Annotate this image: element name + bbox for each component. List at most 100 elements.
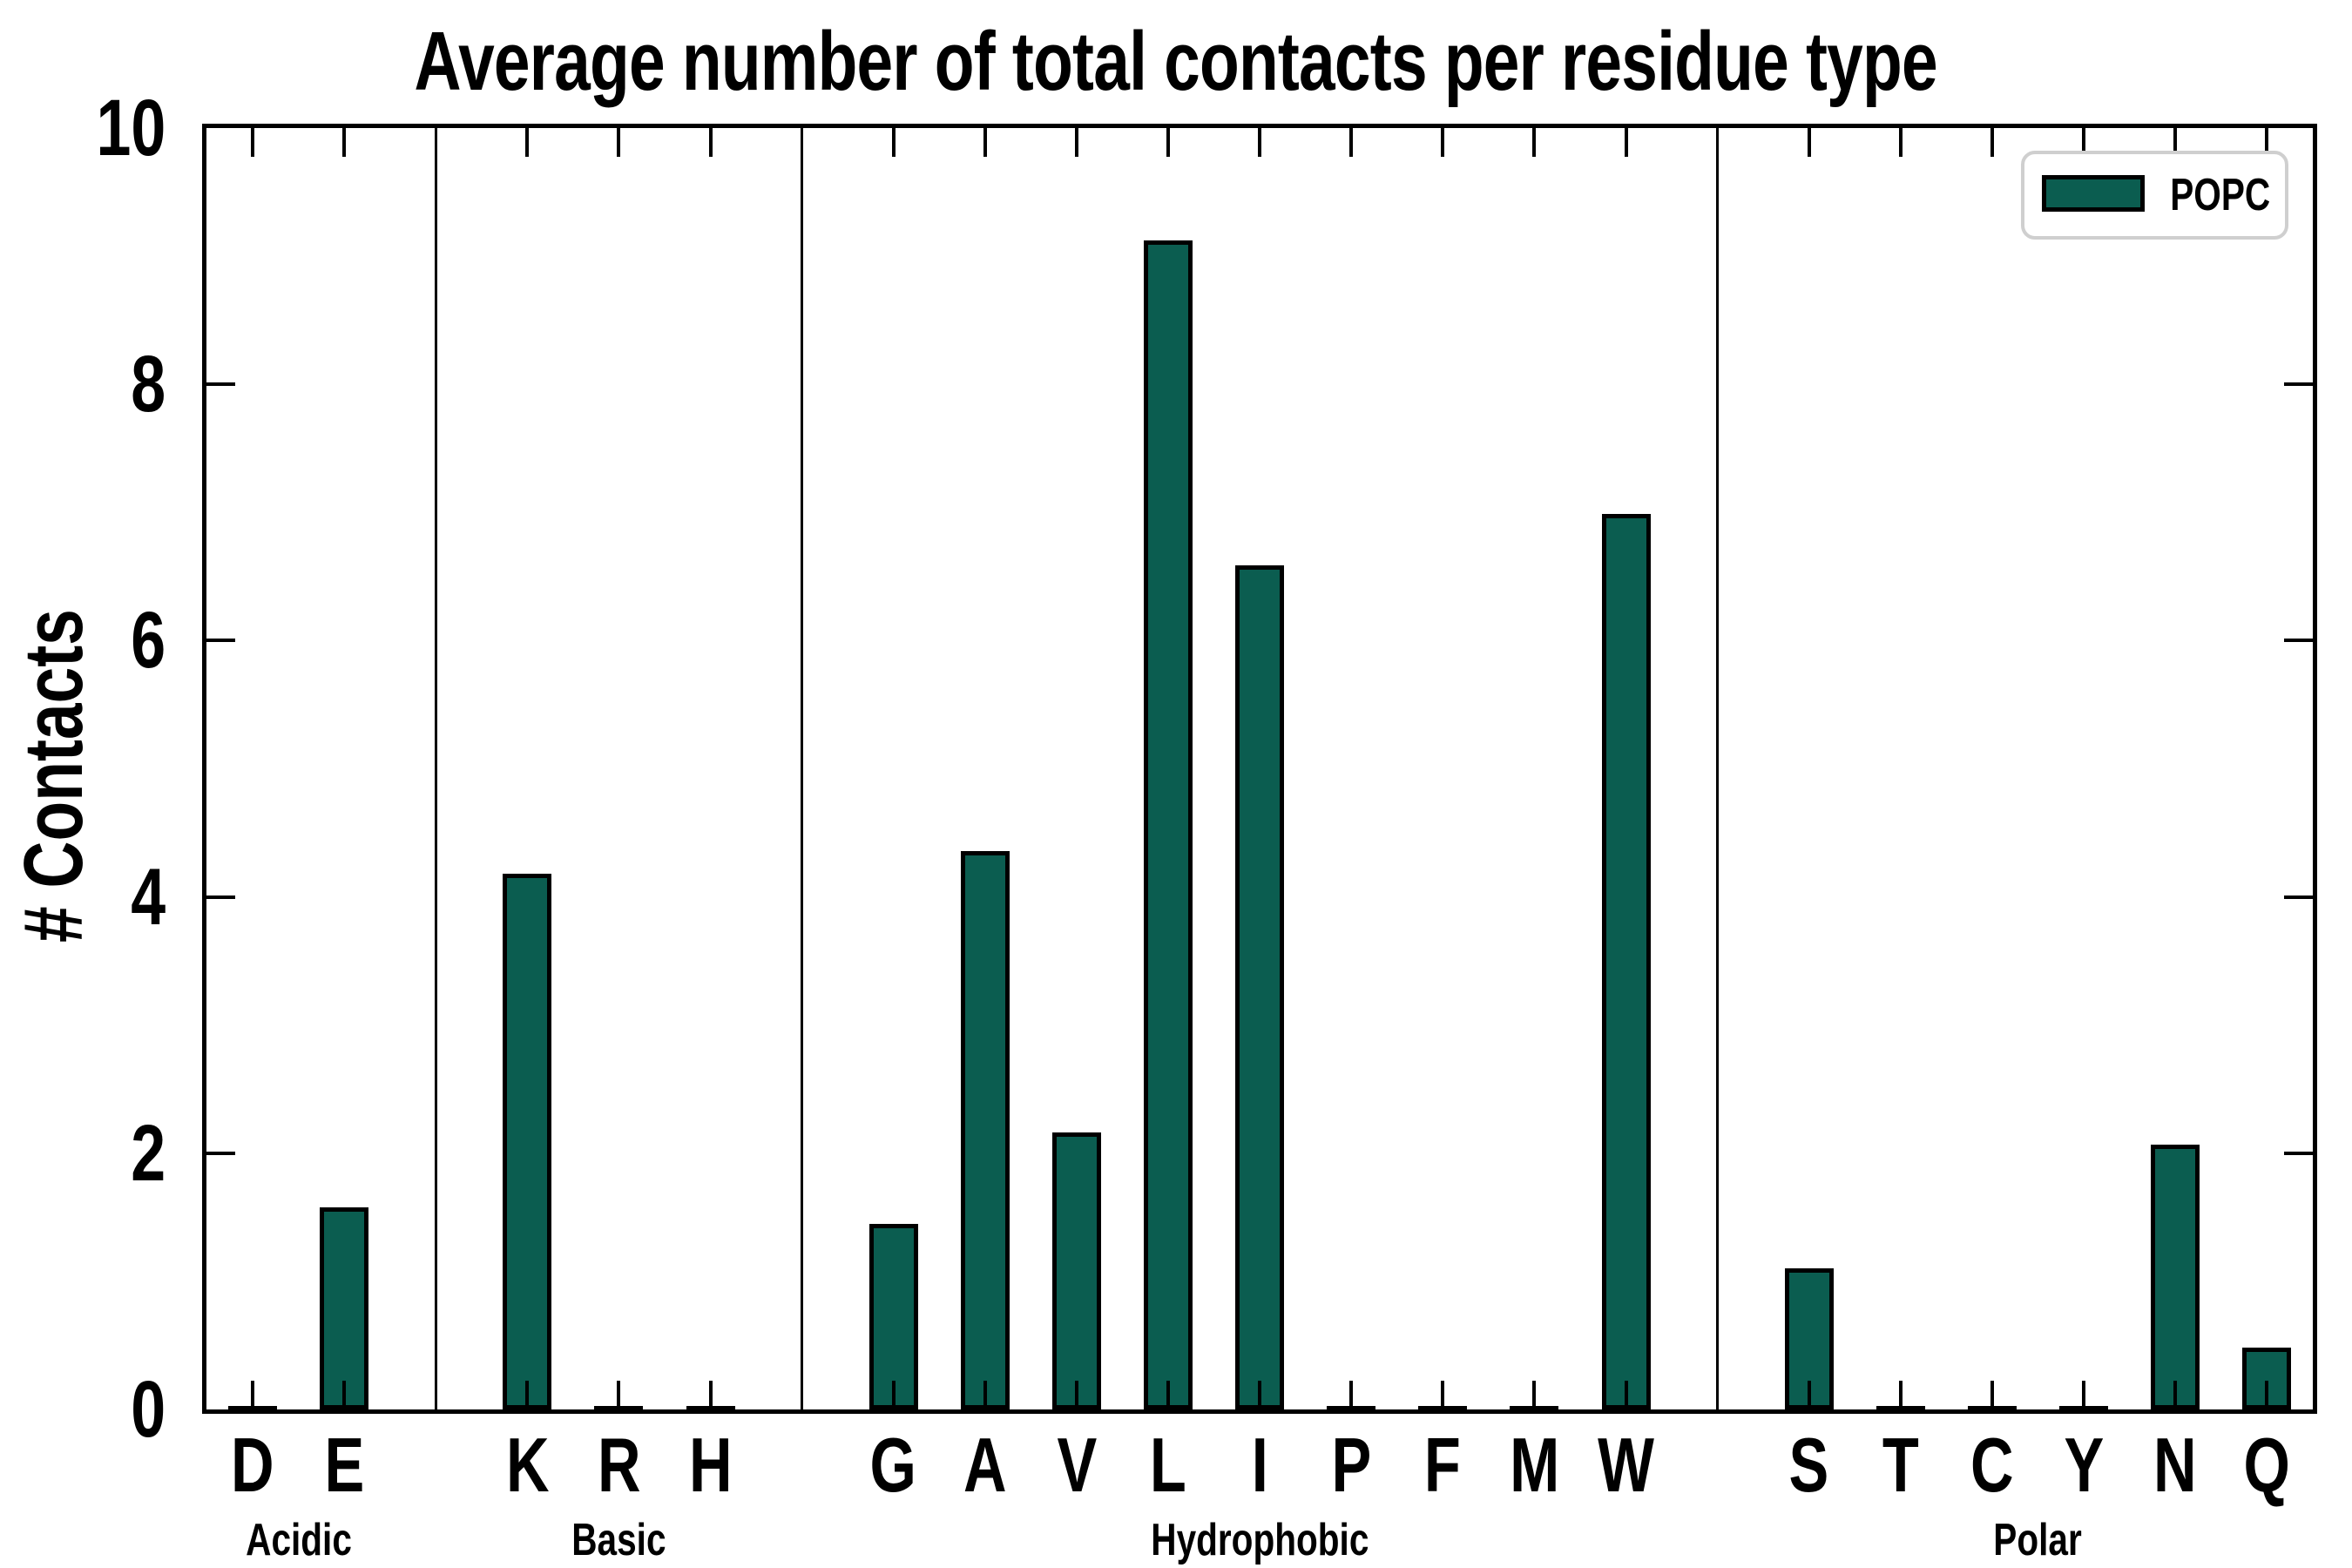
x-tick-top-T	[1898, 128, 1903, 157]
group-label-acidic: Acidic	[81, 1517, 517, 1563]
x-tick-top-A	[983, 128, 987, 157]
x-tick-bottom-G	[891, 1381, 896, 1409]
x-tick-label-text: D	[231, 1422, 274, 1508]
y-tick-label-text: 4	[131, 852, 166, 942]
x-tick-top-N	[2173, 128, 2178, 157]
bar-E	[320, 1206, 369, 1409]
x-tick-label-N: N	[2105, 1427, 2245, 1504]
bar-L	[1144, 240, 1193, 1409]
y-tick-label-2: 2	[9, 1113, 166, 1193]
x-tick-label-text: M	[1509, 1422, 1559, 1508]
x-tick-top-R	[617, 128, 621, 157]
y-tick-left-2	[206, 1151, 235, 1155]
x-tick-top-F	[1441, 128, 1445, 157]
x-tick-label-F: F	[1373, 1427, 1512, 1504]
x-tick-label-text: A	[963, 1422, 1007, 1508]
x-tick-label-G: G	[824, 1427, 963, 1504]
group-divider-0	[434, 128, 437, 1409]
y-tick-right-6	[2284, 639, 2313, 643]
y-tick-left-6	[206, 639, 235, 643]
x-tick-label-E: E	[274, 1427, 414, 1504]
x-tick-bottom-T	[1898, 1381, 1903, 1409]
x-tick-top-V	[1074, 128, 1078, 157]
bar-N	[2151, 1144, 2200, 1409]
x-tick-label-text: G	[869, 1422, 917, 1508]
x-tick-bottom-N	[2173, 1381, 2178, 1409]
y-tick-label-text: 0	[131, 1365, 166, 1454]
x-tick-label-text: E	[324, 1422, 364, 1508]
x-tick-label-Y: Y	[2014, 1427, 2153, 1504]
x-tick-bottom-L	[1166, 1381, 1170, 1409]
bar-W	[1601, 513, 1651, 1409]
y-tick-label-6: 6	[9, 600, 166, 680]
y-tick-label-8: 8	[9, 344, 166, 424]
x-tick-label-text: C	[1970, 1422, 2014, 1508]
x-tick-label-text: V	[1056, 1422, 1097, 1508]
x-tick-bottom-K	[525, 1381, 530, 1409]
x-tick-label-L: L	[1098, 1427, 1238, 1504]
x-tick-label-text: T	[1882, 1422, 1919, 1508]
plot-area	[202, 124, 2317, 1414]
x-tick-top-C	[1990, 128, 1994, 157]
y-tick-label-4: 4	[9, 857, 166, 937]
x-tick-top-P	[1349, 128, 1354, 157]
y-tick-label-0: 0	[9, 1369, 166, 1450]
x-tick-label-R: R	[549, 1427, 688, 1504]
legend-label: POPC	[2164, 154, 2277, 236]
group-label-text: Hydrophobic	[1151, 1515, 1369, 1565]
group-label-text: Acidic	[245, 1515, 352, 1565]
x-tick-label-text: Q	[2243, 1422, 2290, 1508]
x-tick-label-text: H	[688, 1422, 733, 1508]
bar-V	[1051, 1132, 1101, 1409]
x-tick-label-text: P	[1331, 1422, 1372, 1508]
legend-swatch	[2042, 175, 2145, 212]
group-label-text: Basic	[571, 1515, 666, 1565]
x-tick-top-Q	[2265, 128, 2269, 157]
group-divider-1	[801, 128, 804, 1409]
x-tick-top-E	[342, 128, 347, 157]
x-tick-label-I: I	[1190, 1427, 1329, 1504]
x-tick-top-L	[1166, 128, 1170, 157]
y-tick-label-text: 6	[131, 596, 166, 686]
group-label-basic: Basic	[401, 1517, 836, 1563]
x-tick-bottom-M	[1532, 1381, 1537, 1409]
y-tick-right-2	[2284, 1151, 2313, 1155]
x-tick-top-I	[1258, 128, 1262, 157]
x-tick-label-W: W	[1557, 1427, 1696, 1504]
x-tick-bottom-E	[342, 1381, 347, 1409]
x-tick-label-text: Y	[2064, 1422, 2104, 1508]
chart-title-text: Average number of total contacts per res…	[414, 15, 1938, 108]
x-tick-top-K	[525, 128, 530, 157]
x-tick-label-P: P	[1281, 1427, 1421, 1504]
x-tick-top-W	[1624, 128, 1628, 157]
legend: POPC	[2021, 151, 2288, 240]
x-tick-label-text: N	[2153, 1422, 2197, 1508]
x-tick-top-G	[891, 128, 896, 157]
x-tick-bottom-D	[251, 1381, 254, 1409]
x-tick-bottom-P	[1349, 1381, 1354, 1409]
x-tick-bottom-R	[617, 1381, 621, 1409]
x-tick-label-K: K	[457, 1427, 597, 1504]
group-label-text: Polar	[1993, 1515, 2083, 1565]
bar-A	[960, 850, 1010, 1409]
x-tick-bottom-Y	[2082, 1381, 2085, 1409]
x-tick-top-Y	[2082, 128, 2085, 157]
x-tick-top-S	[1807, 128, 1811, 157]
x-tick-bottom-Q	[2265, 1381, 2269, 1409]
x-tick-label-text: W	[1598, 1422, 1654, 1508]
x-tick-label-H: H	[641, 1427, 781, 1504]
x-tick-label-S: S	[1740, 1427, 1879, 1504]
bar-S	[1784, 1268, 1834, 1409]
x-tick-label-text: F	[1424, 1422, 1462, 1508]
y-tick-label-text: 2	[131, 1108, 166, 1198]
x-tick-label-text: S	[1788, 1422, 1829, 1508]
x-tick-label-A: A	[916, 1427, 1055, 1504]
x-tick-bottom-V	[1074, 1381, 1078, 1409]
x-tick-top-M	[1532, 128, 1537, 157]
x-tick-label-T: T	[1831, 1427, 1970, 1504]
x-tick-bottom-I	[1258, 1381, 1262, 1409]
x-tick-label-M: M	[1464, 1427, 1604, 1504]
x-tick-top-D	[251, 128, 254, 157]
